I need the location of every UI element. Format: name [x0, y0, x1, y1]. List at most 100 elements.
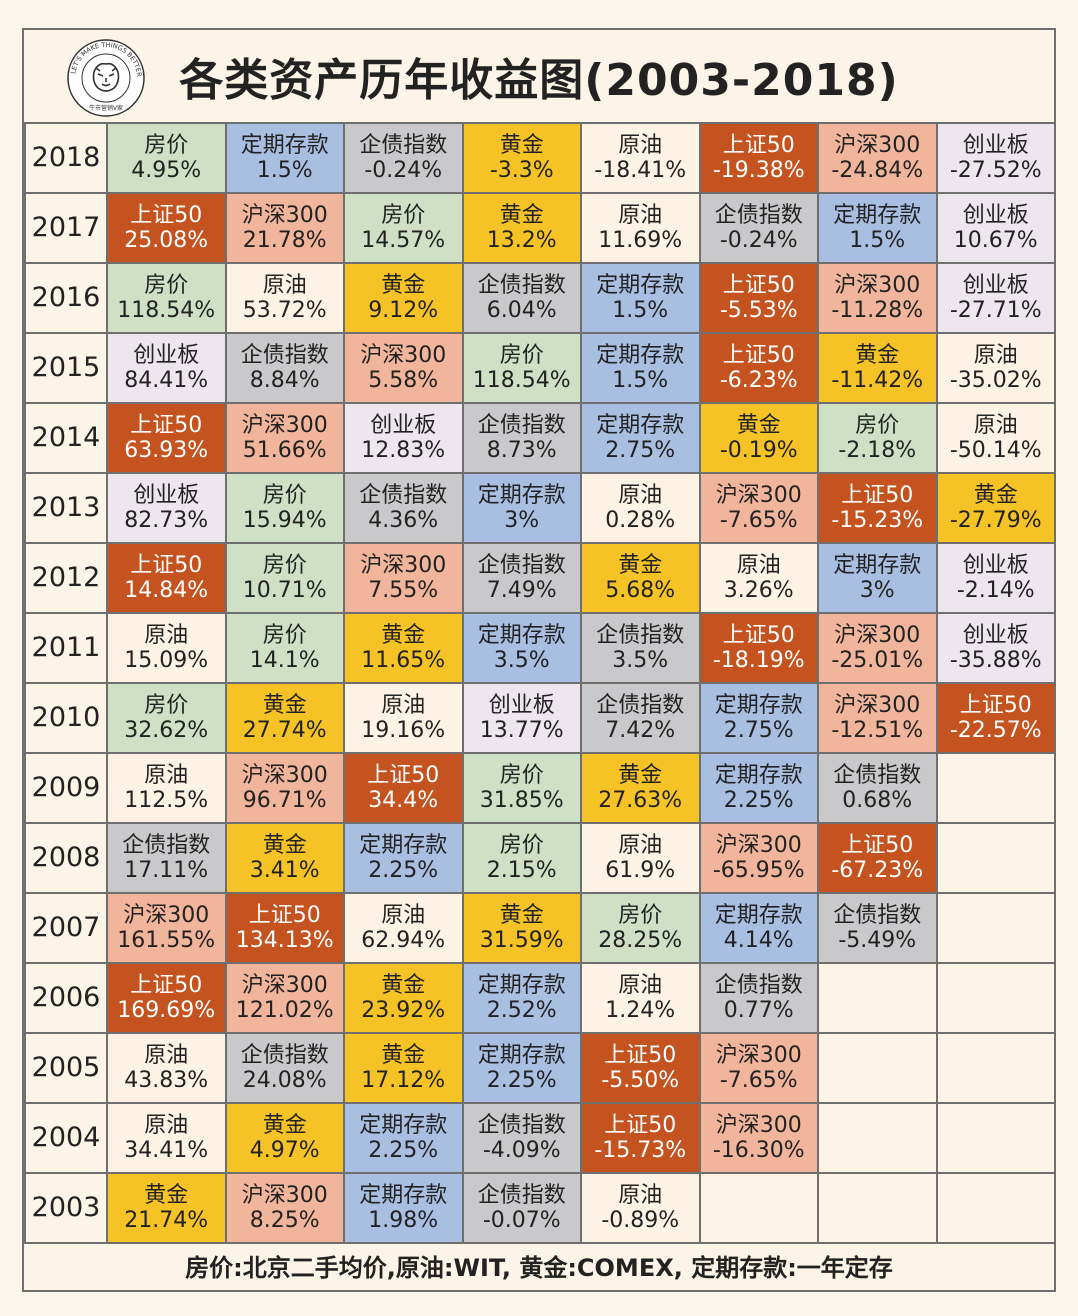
return-cell: 定期存款 1.5% [580, 262, 701, 334]
asset-name: 上证50 [130, 202, 203, 228]
return-value: 12.83% [361, 438, 446, 463]
return-cell: 企债指数 24.08% [224, 1032, 345, 1104]
return-cell: 企债指数 8.84% [224, 332, 345, 404]
asset-name: 原油 [144, 762, 189, 788]
return-cell: 创业板 12.83% [343, 402, 464, 474]
asset-name: 定期存款 [596, 272, 685, 298]
return-value: -27.52% [949, 158, 1042, 183]
year-label: 2015 [24, 332, 108, 404]
asset-name: 黄金 [381, 622, 426, 648]
empty-cell [817, 1102, 938, 1174]
return-value: 17.12% [361, 1068, 446, 1093]
empty-cell [935, 962, 1056, 1034]
return-cell: 黄金 -0.19% [698, 402, 819, 474]
asset-name: 沪深300 [241, 972, 328, 998]
return-value: 13.77% [479, 718, 564, 743]
return-value: 11.65% [361, 648, 446, 673]
year-label: 2013 [24, 472, 108, 544]
asset-name: 原油 [618, 1182, 663, 1208]
table-row: 2007 沪深300 161.55% 上证50 134.13% 原油 62.94% 黄金 31.… [24, 892, 1056, 964]
asset-name: 沪深300 [123, 902, 210, 928]
asset-name: 沪深300 [715, 832, 802, 858]
return-value: -5.50% [601, 1068, 680, 1093]
return-cell: 原油 34.41% [106, 1102, 227, 1174]
return-value: -3.3% [489, 158, 554, 183]
asset-name: 定期存款 [477, 972, 566, 998]
return-cell: 企债指数 17.11% [106, 822, 227, 894]
return-cell: 原油 -35.02% [935, 332, 1056, 404]
return-cell: 创业板 84.41% [106, 332, 227, 404]
year-label: 2016 [24, 262, 108, 334]
return-cell: 原油 1.24% [580, 962, 701, 1034]
asset-name: 沪深300 [834, 132, 921, 158]
return-value: -27.79% [949, 508, 1042, 533]
return-value: 31.59% [479, 928, 564, 953]
asset-name: 企债指数 [240, 342, 329, 368]
return-value: 4.97% [249, 1138, 320, 1163]
return-value: 11.69% [598, 228, 683, 253]
return-value: 62.94% [361, 928, 446, 953]
return-value: 0.28% [605, 508, 676, 533]
return-value: -5.49% [838, 928, 917, 953]
return-cell: 沪深300 -16.30% [698, 1102, 819, 1174]
table-row: 2013 创业板 82.73% 房价 15.94% 企债指数 4.36% 定期存款 3% 原油 0.… [24, 472, 1056, 544]
return-value: -0.24% [364, 158, 443, 183]
return-value: -4.09% [482, 1138, 561, 1163]
return-cell: 企债指数 4.36% [343, 472, 464, 544]
return-cell: 黄金 27.74% [224, 682, 345, 754]
asset-name: 沪深300 [360, 552, 447, 578]
empty-cell [698, 1172, 819, 1244]
title-bar: LET'S MAKE THINGS BETTER 牛市营销V家 各类资产历年收益… [24, 30, 1054, 122]
return-cell: 沪深300 -7.65% [698, 1032, 819, 1104]
table-row: 2014 上证50 63.93% 沪深300 51.66% 创业板 12.83% 企债指数 8.… [24, 402, 1056, 474]
asset-name: 黄金 [381, 272, 426, 298]
return-cell: 创业板 -27.71% [935, 262, 1056, 334]
return-value: 3.26% [723, 578, 794, 603]
year-label: 2007 [24, 892, 108, 964]
table-row: 2003 黄金 21.74% 沪深300 8.25% 定期存款 1.98% 企债指数 -0.07… [24, 1172, 1056, 1244]
return-cell: 企债指数 -0.24% [698, 192, 819, 264]
return-cell: 原油 0.28% [580, 472, 701, 544]
asset-name: 创业板 [962, 272, 1029, 298]
return-value: -27.71% [949, 298, 1042, 323]
empty-cell [935, 1172, 1056, 1244]
return-value: -12.51% [831, 718, 924, 743]
return-value: 25.08% [124, 228, 209, 253]
return-value: -16.30% [712, 1138, 805, 1163]
return-value: 8.73% [486, 438, 557, 463]
return-value: 1.98% [368, 1208, 439, 1233]
return-cell: 黄金 13.2% [461, 192, 582, 264]
return-cell: 定期存款 2.25% [343, 822, 464, 894]
return-cell: 上证50 -6.23% [698, 332, 819, 404]
return-cell: 黄金 23.92% [343, 962, 464, 1034]
asset-name: 上证50 [722, 622, 795, 648]
table-row: 2012 上证50 14.84% 房价 10.71% 沪深300 7.55% 企债指数 7.49… [24, 542, 1056, 614]
return-value: -2.18% [838, 438, 917, 463]
asset-name: 房价 [144, 132, 189, 158]
return-cell: 上证50 14.84% [106, 542, 227, 614]
year-label: 2009 [24, 752, 108, 824]
table-row: 2006 上证50 169.69% 沪深300 121.02% 黄金 23.92% 定期存款 2… [24, 962, 1056, 1034]
asset-name: 原油 [973, 412, 1018, 438]
asset-name: 上证50 [722, 272, 795, 298]
logo-sub-text: 牛市营销V家 [89, 104, 123, 112]
return-cell: 原油 53.72% [224, 262, 345, 334]
return-cell: 定期存款 4.14% [698, 892, 819, 964]
return-value: -15.23% [831, 508, 924, 533]
asset-name: 企债指数 [596, 622, 685, 648]
asset-name: 上证50 [130, 552, 203, 578]
return-value: 63.93% [124, 438, 209, 463]
asset-name: 创业板 [133, 482, 200, 508]
return-cell: 定期存款 2.25% [698, 752, 819, 824]
return-cell: 创业板 10.67% [935, 192, 1056, 264]
asset-name: 上证50 [722, 132, 795, 158]
return-cell: 房价 31.85% [461, 752, 582, 824]
year-label: 2018 [24, 122, 108, 194]
return-value: 31.85% [479, 788, 564, 813]
return-value: 84.41% [124, 368, 209, 393]
return-cell: 定期存款 2.25% [461, 1032, 582, 1104]
asset-name: 企债指数 [833, 902, 922, 928]
return-cell: 企债指数 -4.09% [461, 1102, 582, 1174]
return-cell: 房价 14.57% [343, 192, 464, 264]
asset-name: 定期存款 [596, 342, 685, 368]
